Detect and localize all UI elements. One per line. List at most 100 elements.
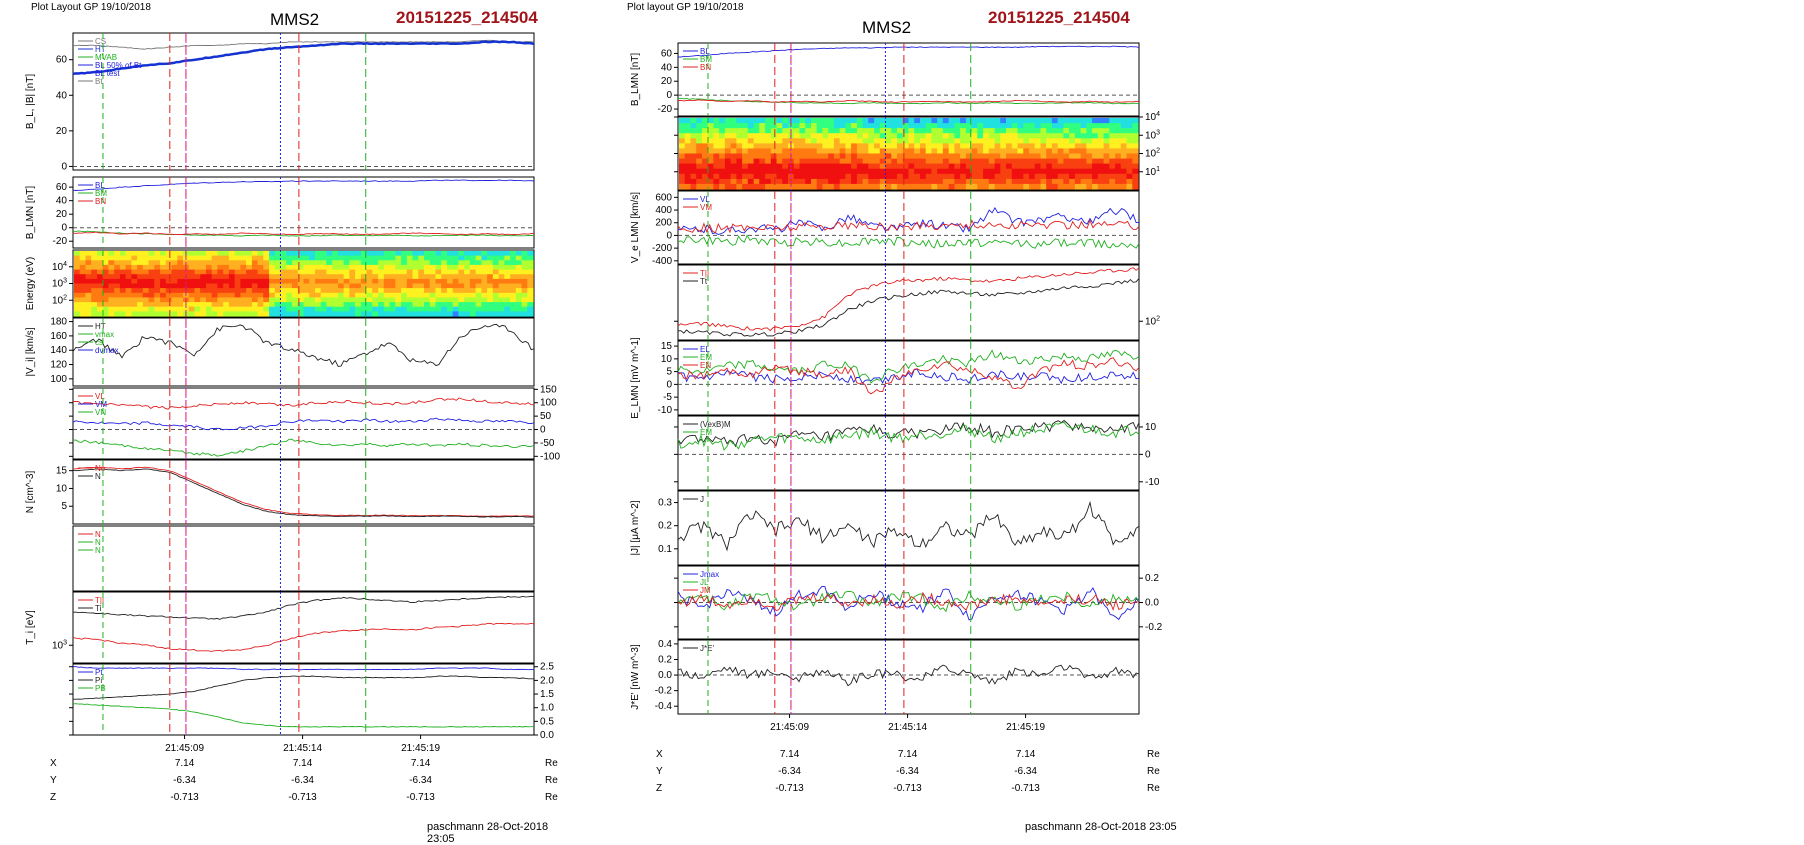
heatmap-cell [337, 283, 345, 289]
heatmap-cell [337, 264, 345, 271]
heatmap-cell [684, 158, 691, 165]
heatmap-cell [856, 133, 864, 139]
heatmap-cell [412, 260, 419, 266]
heatmap-cell [1057, 178, 1064, 185]
heatmap-cell [142, 302, 150, 308]
heatmap-cell [954, 173, 961, 180]
heatmap-cell [954, 138, 961, 144]
heatmap-cell [108, 288, 115, 294]
heatmap-cell [441, 269, 448, 275]
heatmap-cell [234, 264, 241, 271]
heatmap-cell [885, 153, 892, 160]
heatmap-cell [805, 158, 812, 165]
heatmap-cell [1126, 118, 1133, 124]
right-footer: paschmann 28-Oct-2018 23:05 [1025, 821, 1177, 833]
orbit-value: 7.14 [175, 758, 195, 769]
heatmap-cell [696, 138, 703, 144]
heatmap-cell [965, 163, 973, 170]
heatmap-cell [1046, 168, 1053, 175]
heatmap-cell [1074, 133, 1082, 139]
heatmap-cell [337, 274, 345, 280]
heatmap-cell [360, 288, 368, 294]
heatmap-cell [515, 264, 523, 271]
heatmap-cell [383, 274, 391, 280]
heatmap-cell [389, 274, 396, 280]
heatmap-cell [1126, 183, 1133, 190]
heatmap-cell [960, 158, 967, 165]
heatmap-cell [240, 278, 247, 285]
right-page: Plot layout GP 19/10/2018 MMS2 20151225_… [620, 0, 1180, 841]
heatmap-cell [1011, 168, 1019, 175]
heatmap-cell [395, 269, 402, 275]
heatmap-cell [481, 288, 488, 294]
heatmap-cell [925, 148, 932, 155]
heatmap-cell [1011, 163, 1019, 170]
heatmap-cell [679, 178, 686, 185]
heatmap-cell [908, 138, 915, 144]
heatmap-cell [948, 178, 955, 185]
heatmap-cell [211, 251, 218, 257]
heatmap-cell [782, 128, 789, 134]
heatmap-cell [383, 302, 391, 308]
heatmap-cell [942, 143, 950, 150]
heatmap-cell [343, 255, 350, 261]
heatmap-cell [977, 158, 984, 165]
heatmap-cell [937, 168, 944, 175]
heatmap-cell [527, 297, 534, 303]
heatmap-cell [805, 143, 812, 150]
heatmap-cell [441, 264, 448, 271]
orbit-row-name: Z [656, 783, 662, 794]
heatmap-cell [91, 260, 98, 266]
heatmap-cell [902, 148, 910, 155]
heatmap-cell [742, 133, 749, 139]
heatmap-cell [355, 274, 362, 280]
heatmap-cell [292, 288, 299, 294]
heatmap-cell [487, 278, 494, 285]
series-line-em [677, 421, 1140, 451]
heatmap-cell [125, 255, 132, 261]
heatmap-cell [504, 292, 511, 298]
heatmap-cell [424, 278, 431, 285]
heatmap-cell [395, 288, 402, 294]
heatmap-cell [97, 288, 104, 294]
heatmap-cell [171, 260, 178, 266]
heatmap-cell [194, 264, 201, 271]
heatmap-cell [1034, 178, 1041, 185]
heatmap-cell [931, 133, 938, 139]
heatmap-cell [464, 283, 471, 289]
heatmap-cell [119, 297, 127, 303]
heatmap-cell [902, 153, 910, 160]
heatmap-cell [97, 306, 104, 312]
heatmap-cell [862, 123, 869, 129]
heatmap-cell [343, 264, 350, 271]
heatmap-cell [217, 292, 224, 298]
heatmap-cell [696, 118, 703, 124]
heatmap-cell [286, 292, 293, 298]
heatmap-cell [1006, 153, 1013, 160]
heatmap-cell [914, 143, 921, 150]
heatmap-cell [251, 251, 259, 257]
heatmap-cell [782, 183, 789, 190]
heatmap-cell [383, 297, 391, 303]
heatmap-cell [874, 143, 881, 150]
heatmap-cell [458, 302, 465, 308]
heatmap-cell [85, 297, 92, 303]
heatmap-cell [942, 178, 950, 185]
heatmap-cell [418, 302, 425, 308]
heatmap-cell [183, 269, 190, 275]
legend-label: PB [95, 684, 106, 693]
heatmap-cell [988, 158, 996, 165]
heatmap-cell [269, 278, 276, 285]
heatmap-cell [1132, 128, 1139, 134]
heatmap-cell [747, 183, 755, 190]
heatmap-cell [960, 173, 967, 180]
heatmap-cell [177, 278, 184, 285]
heatmap-cell [965, 153, 973, 160]
heatmap-cell [885, 138, 892, 144]
heatmap-cell [389, 264, 396, 271]
heatmap-cell [1109, 163, 1116, 170]
heatmap-cell [211, 306, 218, 312]
orbit-value: -0.713 [893, 783, 922, 794]
heatmap-cell [286, 311, 293, 317]
heatmap-cell [891, 173, 898, 180]
